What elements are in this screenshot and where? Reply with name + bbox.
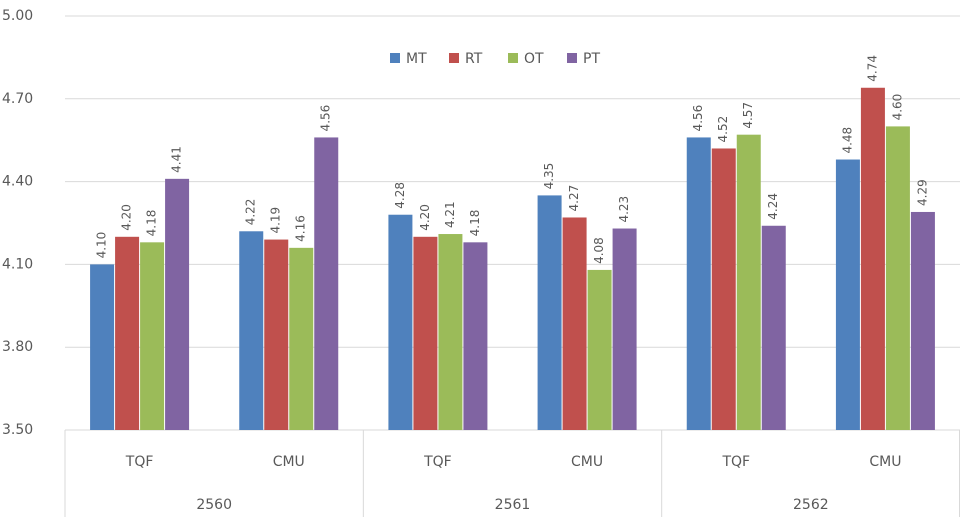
value-label: 4.20 <box>418 204 432 231</box>
bar <box>736 134 761 430</box>
value-label: 4.20 <box>120 204 134 231</box>
legend-label: OT <box>524 51 544 67</box>
value-label: 4.28 <box>393 182 407 209</box>
legend-swatch <box>449 53 459 63</box>
value-label: 4.24 <box>766 193 780 220</box>
bar <box>885 126 910 431</box>
bar <box>264 239 289 430</box>
group-label: 2561 <box>495 497 531 513</box>
value-label: 4.41 <box>170 146 184 173</box>
bar <box>860 87 885 430</box>
x-tick-label: TQF <box>125 454 154 470</box>
bar <box>537 195 562 430</box>
bar <box>140 242 165 430</box>
value-label: 4.35 <box>542 163 556 190</box>
legend-label: RT <box>465 51 483 67</box>
bar <box>388 214 413 430</box>
value-label: 4.52 <box>716 116 730 143</box>
value-label: 4.74 <box>865 55 879 82</box>
bar <box>711 148 736 431</box>
value-label: 4.18 <box>468 210 482 237</box>
bar <box>289 247 314 430</box>
bar <box>463 242 488 430</box>
bar <box>612 228 637 430</box>
bar <box>239 231 264 430</box>
y-tick-label: 4.10 <box>2 256 33 272</box>
value-label: 4.56 <box>691 105 705 132</box>
value-label: 4.16 <box>294 215 308 242</box>
value-label: 4.21 <box>443 201 457 228</box>
bar <box>165 178 190 430</box>
group-label: 2560 <box>196 497 232 513</box>
value-label: 4.48 <box>840 127 854 154</box>
bar <box>910 211 935 430</box>
x-tick-label: TQF <box>423 454 452 470</box>
y-tick-label: 4.40 <box>2 174 33 190</box>
bar <box>413 236 438 430</box>
bar <box>115 236 140 430</box>
x-tick-label: TQF <box>721 454 750 470</box>
legend-swatch <box>508 53 518 63</box>
legend-label: MT <box>406 51 427 67</box>
value-label: 4.23 <box>617 196 631 223</box>
value-label: 4.56 <box>319 105 333 132</box>
legend-swatch <box>567 53 577 63</box>
value-label: 4.29 <box>915 179 929 206</box>
x-tick-label: CMU <box>869 454 901 470</box>
bar <box>835 159 860 430</box>
y-tick-label: 4.70 <box>2 91 33 107</box>
value-label: 4.27 <box>567 185 581 212</box>
y-tick-label: 5.00 <box>2 8 33 24</box>
value-label: 4.57 <box>741 102 755 129</box>
value-label: 4.10 <box>95 232 109 259</box>
value-label: 4.19 <box>269 207 283 234</box>
x-tick-label: CMU <box>571 454 603 470</box>
value-label: 4.22 <box>244 199 258 226</box>
value-label: 4.18 <box>145 210 159 237</box>
group-label: 2562 <box>793 497 829 513</box>
bar <box>438 234 463 430</box>
bar <box>90 264 115 430</box>
bar <box>761 225 786 430</box>
value-label: 4.60 <box>890 94 904 121</box>
bar <box>587 269 612 430</box>
legend-swatch <box>390 53 400 63</box>
y-tick-label: 3.50 <box>2 422 33 438</box>
y-tick-label: 3.80 <box>2 339 33 355</box>
bar <box>686 137 711 430</box>
x-tick-label: CMU <box>273 454 305 470</box>
value-label: 4.08 <box>592 237 606 264</box>
bar <box>314 137 339 430</box>
legend-label: PT <box>583 51 600 67</box>
bar <box>562 217 587 430</box>
